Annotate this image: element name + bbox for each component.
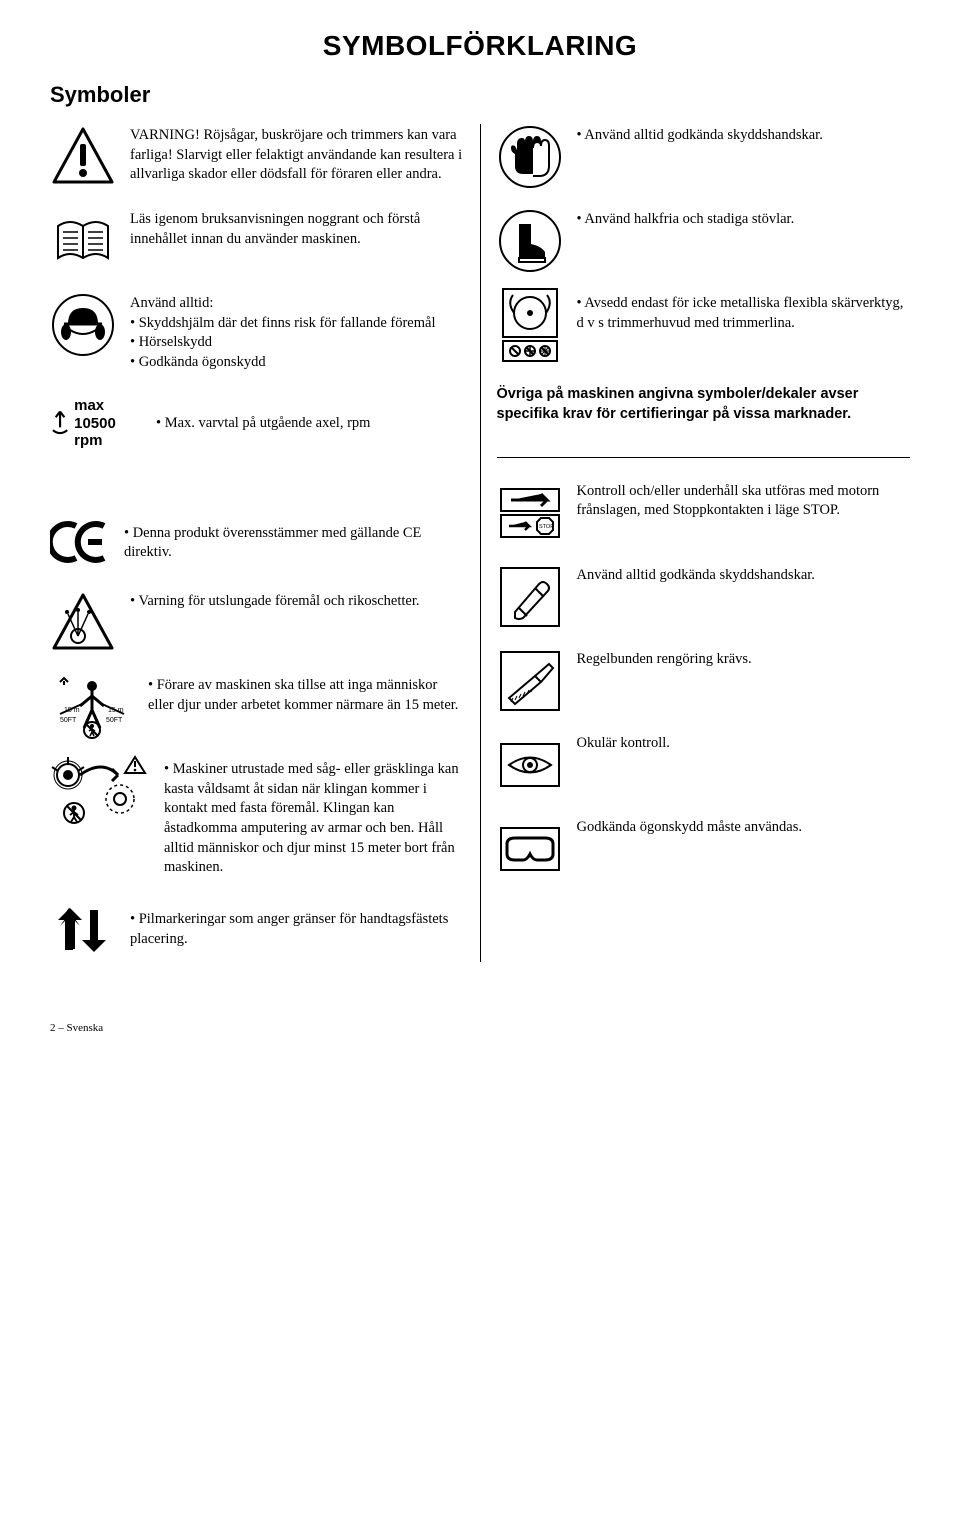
brush-icon bbox=[497, 648, 563, 714]
row-max-rpm: max 10500 rpm Max. varvtal på utgående a… bbox=[50, 390, 464, 456]
svg-text:15 m: 15 m bbox=[108, 707, 124, 714]
row-other-symbols: Övriga på maskinen angivna symboler/deka… bbox=[497, 382, 911, 425]
page-footer: 2 – Svenska bbox=[50, 1022, 910, 1034]
row-brush: Regelbunden rengöring krävs. bbox=[497, 648, 911, 714]
trimmer-text: Avsedd endast för icke metalliska flexib… bbox=[577, 292, 911, 333]
row-gloves: Använd alltid godkända skyddshandskar. bbox=[497, 124, 911, 190]
row-manual: Läs igenom bruksanvisningen noggrant och… bbox=[50, 208, 464, 274]
row-stop: STOP Kontroll och/eller underhåll ska ut… bbox=[497, 480, 911, 546]
max-label: max 10500 rpm bbox=[74, 397, 142, 449]
ppe-text: Använd alltid: Skyddshjälm där det finns… bbox=[130, 292, 464, 372]
row-arrows: Pilmarkeringar som anger gränser för han… bbox=[50, 896, 464, 962]
dist-text: Förare av maskinen ska tillse att inga m… bbox=[148, 674, 464, 715]
column-divider bbox=[480, 124, 481, 962]
helmet-hearing-goggles-icon bbox=[50, 292, 116, 358]
warning-text: VARNING! Röjsågar, buskröjare och trimme… bbox=[130, 124, 464, 185]
left-column: VARNING! Röjsågar, buskröjare och trimme… bbox=[50, 124, 464, 962]
brush-text: Regelbunden rengöring krävs. bbox=[577, 648, 911, 670]
section-heading: Symboler bbox=[50, 82, 910, 108]
max-l2: 10500 rpm bbox=[74, 415, 116, 449]
row-ppe: Använd alltid: Skyddshjälm där det finns… bbox=[50, 292, 464, 372]
bladethrust-text: Maskiner utrustade med såg- eller gräskl… bbox=[164, 758, 464, 877]
row-eye: Okulär kontroll. bbox=[497, 732, 911, 798]
ppe-item-2: Hörselskydd bbox=[130, 333, 464, 353]
row-distance: 15 m 15 m 50FT 50FT Förare av maskinen s… bbox=[50, 674, 464, 740]
max-text-li: Max. varvtal på utgående axel, rpm bbox=[156, 414, 464, 434]
row-bladethrust: Maskiner utrustade med såg- eller gräskl… bbox=[50, 758, 464, 877]
svg-text:50FT: 50FT bbox=[60, 717, 77, 724]
thrown-li: Varning för utslungade föremål och rikos… bbox=[130, 592, 464, 612]
stop-text: Kontroll och/eller underhåll ska utföras… bbox=[577, 480, 911, 521]
svg-text:50FT: 50FT bbox=[106, 717, 123, 724]
ce-text: Denna produkt överensstämmer med gälland… bbox=[124, 522, 464, 563]
ppe-intro: Använd alltid: bbox=[130, 294, 464, 314]
goggles-icon bbox=[497, 816, 563, 882]
row-thrown: Varning för utslungade föremål och rikos… bbox=[50, 590, 464, 656]
goggles-text: Godkända ögonskydd måste användas. bbox=[577, 816, 911, 838]
gloves-li: Använd alltid godkända skyddshandskar. bbox=[577, 126, 911, 146]
boots-text: Använd halkfria och stadiga stövlar. bbox=[577, 208, 911, 230]
boots-icon bbox=[497, 208, 563, 274]
boots-li: Använd halkfria och stadiga stövlar. bbox=[577, 210, 911, 230]
stop-switch-icon: STOP bbox=[497, 480, 563, 546]
gloves-icon bbox=[497, 124, 563, 190]
right-divider bbox=[497, 457, 911, 458]
ppe-item-3: Godkända ögonskydd bbox=[130, 353, 464, 373]
row-trimmer: Avsedd endast för icke metalliska flexib… bbox=[497, 292, 911, 358]
row-goggles: Godkända ögonskydd måste användas. bbox=[497, 816, 911, 882]
gloves-box-icon bbox=[497, 564, 563, 630]
eye-text: Okulär kontroll. bbox=[577, 732, 911, 754]
svg-text:STOP: STOP bbox=[539, 524, 554, 530]
max-l1: max bbox=[74, 397, 104, 414]
up-down-arrows-icon bbox=[50, 896, 116, 962]
blade-thrust-icon bbox=[50, 758, 150, 824]
gloves-text: Använd alltid godkända skyddshandskar. bbox=[577, 124, 911, 146]
svg-text:15 m: 15 m bbox=[64, 707, 80, 714]
bladethrust-li: Maskiner utrustade med såg- eller gräskl… bbox=[164, 760, 464, 877]
ppe-item-1: Skyddshjälm där det finns risk för falla… bbox=[130, 314, 464, 334]
eye-icon bbox=[497, 732, 563, 798]
arrows-text: Pilmarkeringar som anger gränser för han… bbox=[130, 908, 464, 949]
columns: VARNING! Röjsågar, buskröjare och trimme… bbox=[50, 124, 910, 962]
warning-triangle-icon bbox=[50, 124, 116, 190]
row-ce: Denna produkt överensstämmer med gälland… bbox=[50, 512, 464, 572]
right-column: Använd alltid godkända skyddshandskar. A… bbox=[497, 124, 911, 962]
row-warning: VARNING! Röjsågar, buskröjare och trimme… bbox=[50, 124, 464, 190]
ce-li: Denna produkt överensstämmer med gälland… bbox=[124, 524, 464, 563]
max-text: Max. varvtal på utgående axel, rpm bbox=[156, 412, 464, 434]
other-symbols-text: Övriga på maskinen angivna symboler/deka… bbox=[497, 382, 911, 425]
arrows-li: Pilmarkeringar som anger gränser för han… bbox=[130, 910, 464, 949]
page-title: SYMBOLFÖRKLARING bbox=[50, 30, 910, 62]
row-boots: Använd halkfria och stadiga stövlar. bbox=[497, 208, 911, 274]
ce-mark-icon bbox=[50, 512, 110, 572]
gloves2-text: Använd alltid godkända skydds­handskar. bbox=[577, 564, 911, 586]
trimmer-head-icon bbox=[497, 292, 563, 358]
row-gloves2: Använd alltid godkända skydds­handskar. bbox=[497, 564, 911, 630]
trimmer-li: Avsedd endast för icke metalliska flexib… bbox=[577, 294, 911, 333]
manual-icon bbox=[50, 208, 116, 274]
safety-distance-icon: 15 m 15 m 50FT 50FT bbox=[50, 674, 134, 740]
dist-li: Förare av maskinen ska tillse att inga m… bbox=[148, 676, 464, 715]
thrown-text: Varning för utslungade föremål och rikos… bbox=[130, 590, 464, 612]
manual-text: Läs igenom bruksanvisningen noggrant och… bbox=[130, 208, 464, 249]
thrown-objects-icon bbox=[50, 590, 116, 656]
max-rpm-icon: max 10500 rpm bbox=[50, 390, 142, 456]
